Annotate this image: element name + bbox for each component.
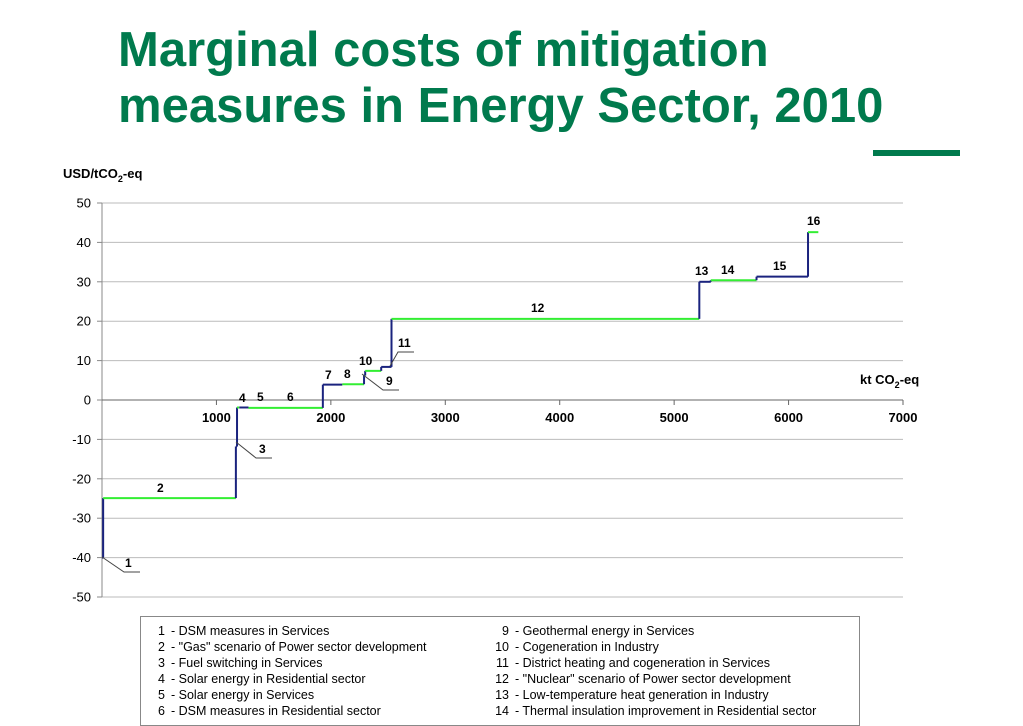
legend-text: - Solar energy in Services — [171, 688, 315, 702]
legend-number: 3 — [158, 656, 165, 670]
legend-text: - Thermal insulation improvement in Resi… — [515, 704, 817, 718]
x-tick-label: 4000 — [545, 410, 574, 425]
slide-title: Marginal costs of mitigation measures in… — [118, 22, 883, 134]
legend-number: 6 — [158, 704, 165, 718]
x-tick-label: 3000 — [431, 410, 460, 425]
x-tick-label: 6000 — [774, 410, 803, 425]
step-label-5: 5 — [257, 390, 264, 404]
step-label-15: 15 — [773, 259, 787, 273]
y-tick-label: -40 — [72, 550, 91, 565]
legend-number: 10 — [495, 640, 509, 654]
legend-text: - Geothermal energy in Services — [515, 624, 695, 638]
legend-text: - "Gas" scenario of Power sector develop… — [171, 640, 427, 654]
legend-number: 12 — [495, 672, 509, 686]
step-label-11: 11 — [398, 336, 411, 350]
measures-legend: 1 - DSM measures in Services 2 - "Gas" sce… — [140, 616, 860, 726]
step-label-16: 16 — [807, 214, 821, 228]
legend-item: 13 - Low-temperature heat generation in I… — [485, 687, 816, 703]
y-tick-label: 0 — [84, 393, 91, 408]
legend-number: 4 — [158, 672, 165, 686]
legend-item: 9 - Geothermal energy in Services — [485, 623, 816, 639]
step-label-13: 13 — [695, 264, 709, 278]
step-label-3: 3 — [259, 442, 266, 456]
legend-text: - Solar energy in Residential sector — [171, 672, 366, 686]
legend-number: 14 — [495, 704, 509, 718]
legend-item: 3 - Fuel switching in Services — [143, 655, 427, 671]
legend-item: 11 - District heating and cogeneration in… — [485, 655, 816, 671]
x-tick-label: 7000 — [889, 410, 918, 425]
title-underline — [873, 150, 960, 156]
legend-right-column: 9 - Geothermal energy in Services 10 - Cog… — [485, 623, 816, 719]
legend-item: 6 - DSM measures in Residential sector — [143, 703, 427, 719]
legend-item: 10 - Cogeneration in Industry — [485, 639, 816, 655]
legend-item: 4 - Solar energy in Residential sector — [143, 671, 427, 687]
x-tick-label: 5000 — [660, 410, 689, 425]
step-label-4: 4 — [239, 391, 246, 405]
x-tick-label: 2000 — [316, 410, 345, 425]
y-tick-label: -10 — [72, 432, 91, 447]
x-tick-label: 1000 — [202, 410, 231, 425]
legend-item: 1 - DSM measures in Services — [143, 623, 427, 639]
step-label-8: 8 — [344, 367, 351, 381]
step-label-1: 1 — [125, 556, 132, 570]
marginal-cost-chart: 50 40 30 20 10 0 -10 -20 -30 -40 -50 1000 2000 3000 40… — [63, 166, 919, 605]
callout-line-3 — [235, 441, 272, 459]
legend-text: - District heating and cogeneration in S… — [515, 656, 770, 670]
step-label-10: 10 — [359, 354, 373, 368]
legend-left-column: 1 - DSM measures in Services 2 - "Gas" sce… — [143, 623, 427, 719]
legend-item: 5 - Solar energy in Services — [143, 687, 427, 703]
step-label-9: 9 — [386, 374, 393, 388]
callout-line-11 — [389, 351, 414, 367]
y-tick-label: 40 — [77, 235, 91, 250]
x-axis-title: kt CO2-eq — [860, 372, 919, 390]
step-label-12: 12 — [531, 301, 545, 315]
step-label-6: 6 — [287, 390, 294, 404]
slide-title-line-1: Marginal costs of mitigation — [118, 23, 769, 77]
legend-number: 11 — [496, 656, 509, 670]
legend-item: 12 - "Nuclear" scenario of Power sector d… — [485, 671, 816, 687]
legend-number: 5 — [158, 688, 165, 702]
legend-item: 2 - "Gas" scenario of Power sector develo… — [143, 639, 427, 655]
legend-item: 14 - Thermal insulation improvement in Re… — [485, 703, 816, 719]
step-label-2: 2 — [157, 481, 164, 495]
y-tick-label: -30 — [72, 511, 91, 526]
legend-text: - Fuel switching in Services — [171, 656, 323, 670]
step-label-14: 14 — [721, 263, 735, 277]
legend-text: - DSM measures in Services — [171, 624, 330, 638]
y-tick-label: 10 — [77, 353, 91, 368]
legend-number: 1 — [158, 624, 165, 638]
legend-text: - DSM measures in Residential sector — [171, 704, 381, 718]
y-tick-label: 20 — [77, 314, 91, 329]
y-axis-title: USD/tCO2-eq — [63, 166, 142, 184]
step-label-7: 7 — [325, 368, 332, 382]
slide-title-line-2: measures in Energy Sector, 2010 — [118, 79, 884, 133]
legend-number: 9 — [502, 624, 509, 638]
legend-text: - Cogeneration in Industry — [515, 640, 659, 654]
y-tick-label: -50 — [72, 590, 91, 605]
callout-line-9 — [361, 373, 399, 391]
y-tick-label: -20 — [72, 471, 91, 486]
legend-number: 13 — [495, 688, 509, 702]
legend-text: - Low-temperature heat generation in Ind… — [515, 688, 769, 702]
y-tick-label: 50 — [77, 196, 91, 211]
callout-line-1 — [101, 556, 140, 573]
y-tick-label: 30 — [77, 274, 91, 289]
legend-text: - "Nuclear" scenario of Power sector dev… — [515, 672, 791, 686]
legend-number: 2 — [158, 640, 165, 654]
